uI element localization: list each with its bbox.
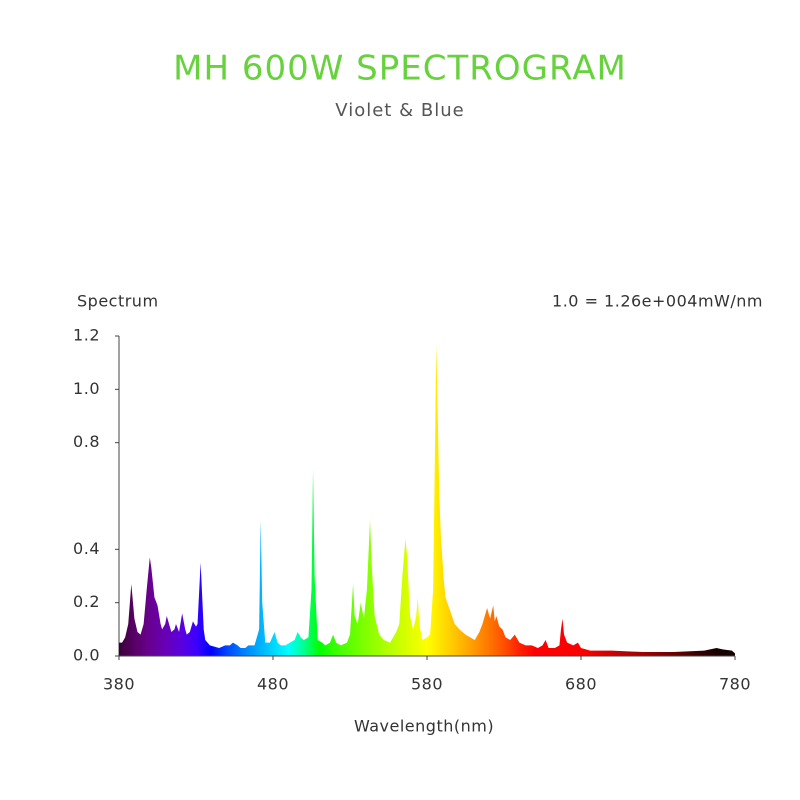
y-tick-label: 1.0 bbox=[73, 379, 100, 398]
chart-subtitle: Violet & Blue bbox=[335, 100, 464, 121]
x-tick-label: 780 bbox=[719, 675, 751, 694]
y-axis-label: Spectrum bbox=[77, 292, 159, 311]
spectrum-area bbox=[119, 344, 735, 656]
x-tick-label: 580 bbox=[411, 675, 443, 694]
y-tick-label: 0.0 bbox=[73, 646, 100, 665]
x-tick-label: 480 bbox=[257, 675, 289, 694]
x-tick-label: 380 bbox=[103, 675, 135, 694]
y-tick-label: 0.8 bbox=[73, 432, 100, 451]
x-axis-label: Wavelength(nm) bbox=[354, 717, 494, 736]
chart-title: MH 600W SPECTROGRAM bbox=[173, 49, 627, 89]
y-tick-label: 1.2 bbox=[73, 326, 100, 345]
annotation: 1.0 = 1.26e+004mW/nm bbox=[552, 292, 763, 311]
x-tick-label: 680 bbox=[565, 675, 597, 694]
y-tick-label: 0.2 bbox=[73, 592, 100, 611]
y-tick-label: 0.4 bbox=[73, 539, 100, 558]
